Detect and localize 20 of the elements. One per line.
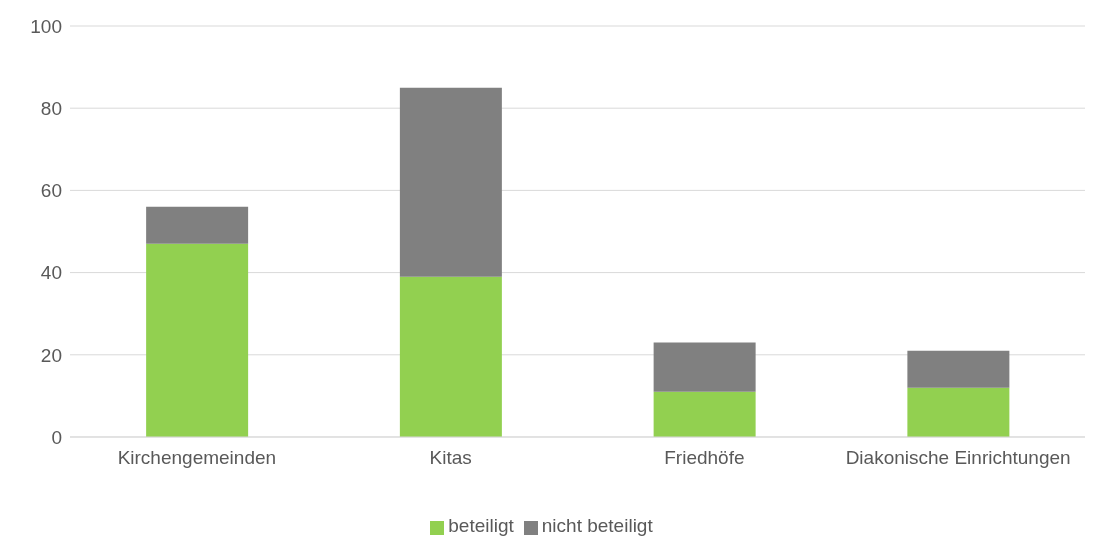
x-tick-label: Diakonische Einrichtungen [845,447,1071,469]
legend-label: beteiligt [448,515,514,536]
legend-label: nicht beteiligt [541,515,653,536]
x-tick-label: Kitas [429,447,472,469]
bar [399,87,502,277]
bar [907,387,1010,437]
bar [399,276,502,437]
bar [653,342,756,392]
x-tick-label: Friedhöfe [664,447,745,469]
bar [146,243,249,437]
bar [907,350,1010,388]
x-tick-label: Kirchengemeinden [117,447,277,469]
y-tick-label: 60 [40,180,62,202]
bar [146,206,249,244]
y-tick-label: 80 [40,97,62,119]
y-tick-label: 100 [30,15,62,37]
y-tick-label: 40 [40,262,62,284]
bar [653,391,756,437]
y-tick-label: 20 [40,344,62,366]
y-tick-label: 0 [51,426,62,448]
